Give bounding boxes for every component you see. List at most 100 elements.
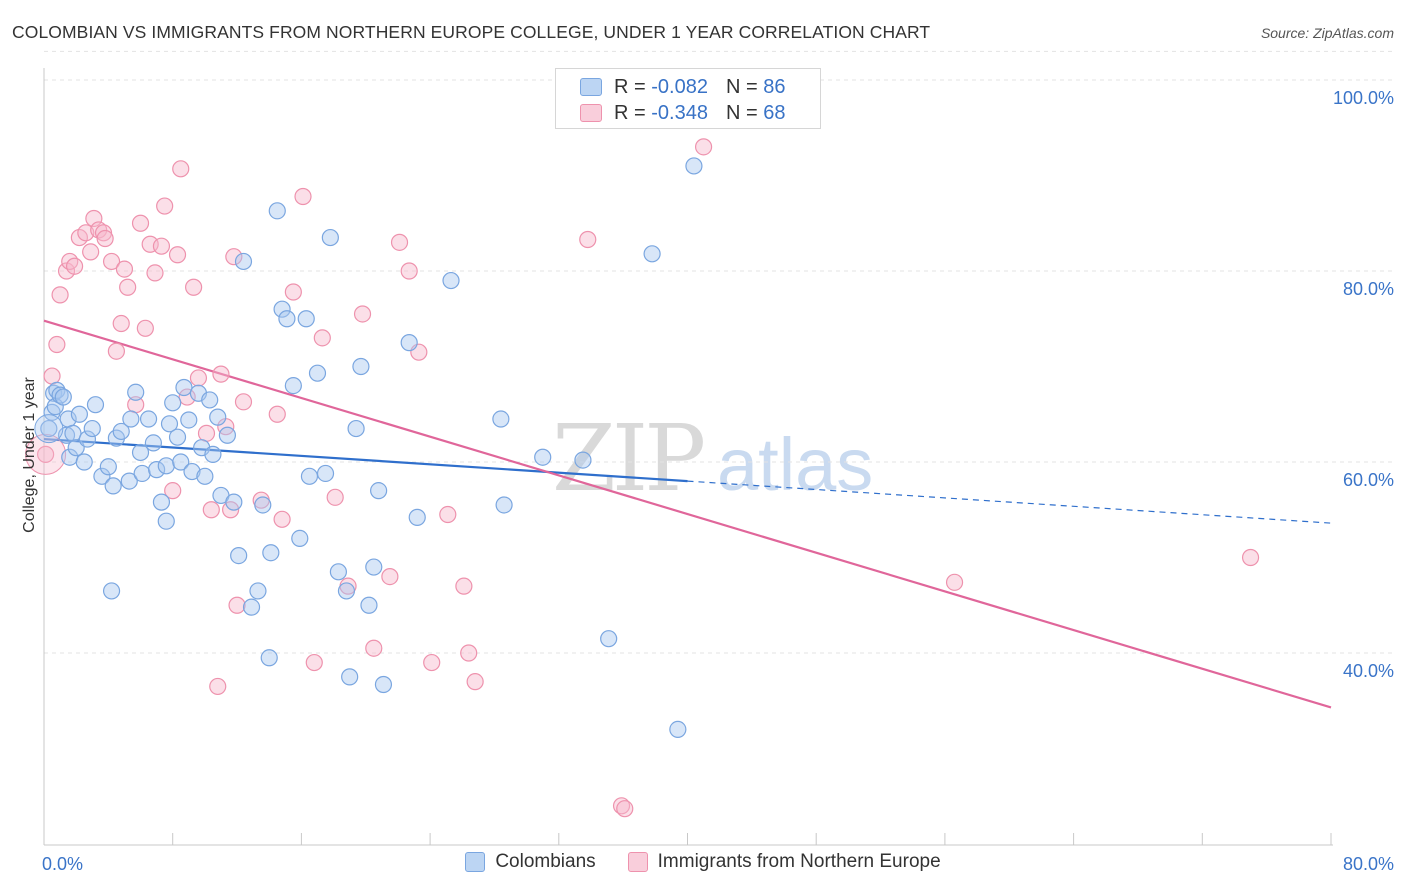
northern-europe-points [25,71,1260,818]
y-tick-label: 40.0% [1343,661,1394,681]
colombians-point [54,388,72,406]
northern-europe-point [365,639,383,657]
colombians-point [365,558,383,576]
colombians-point [273,300,291,318]
colombians-point [157,457,175,475]
northern-europe-point [172,160,190,178]
northern-europe-point [209,677,227,696]
legend-n-value: 86 [763,75,786,98]
colombians-trendline [43,437,1332,524]
y-tick-label: 60.0% [1343,470,1394,490]
northern-europe-point [65,257,84,275]
northern-europe-point [294,187,312,206]
colombians-point [209,408,227,426]
northern-europe-point [466,673,484,691]
colombians-point [495,496,513,514]
colombians-point [268,202,286,220]
colombians-point [104,477,122,495]
northern-europe-point [131,214,150,232]
colombians-point [83,419,101,438]
colombians-point [337,582,356,600]
northern-europe-point [313,329,331,347]
northern-europe-point [694,138,713,156]
colombians-point [175,378,193,397]
northern-europe-point [268,405,286,423]
colombians-point [316,464,335,483]
colombians-point [112,422,130,441]
colombians-point [168,428,187,446]
legend-r-value: -0.082 [651,75,708,98]
source-label: Source: ZipAtlas.com [1260,25,1394,41]
colombians-point [242,598,261,616]
northern-europe-point [212,365,230,383]
x-tick-label: 80.0% [1343,854,1394,874]
northern-europe-point [234,393,253,411]
colombians-point [99,458,117,476]
zipatlas-watermark: ZIP atlas [552,405,873,512]
colombians-point [64,424,82,442]
colombians-point-large [34,414,64,444]
northern-europe-point [189,369,208,387]
northern-europe-point [455,577,473,595]
legend-label-colombians: Colombians [495,851,596,872]
northern-europe-point [945,573,964,591]
colombians-point [300,467,319,485]
northern-europe-point [326,488,344,506]
colombians-point [408,508,426,526]
colombians-point [172,453,190,471]
colombians-point [230,546,248,565]
colombians-point [157,512,175,530]
colombians-point [347,419,365,438]
northern-europe-point [460,644,478,662]
northern-europe-point [156,197,174,215]
colombians-point [574,451,592,469]
colombians-point [48,381,66,399]
northern-europe-point [107,342,125,360]
watermark-zip: ZIP [552,405,703,512]
colombians-trend-dashed [687,480,1332,524]
y-tick-label: 80.0% [1343,279,1394,299]
colombians-point [492,410,510,428]
colombians-points [34,157,703,739]
colombians-point [40,419,58,438]
northern-europe-point [164,482,182,500]
colombians-point [284,377,302,395]
northern-europe-point [225,248,243,266]
legend-swatch-blue [580,78,602,96]
colombians-point [144,434,162,452]
colombians-point [534,448,552,466]
colombians-point [183,462,201,481]
colombians-point [78,430,97,448]
colombians-point [249,582,267,600]
northern-europe-point [612,797,631,815]
x-tick-labels: 0.0% 80.0% [42,854,1394,874]
colombians-point [234,252,253,271]
colombians-point [297,310,315,328]
northern-europe-point [51,286,69,304]
legend-n-label: N = [725,75,758,98]
colombians-point [120,472,138,490]
y-axis-label: College, Under 1 year [21,377,38,533]
northern-europe-point [115,260,134,278]
legend-r-label: R = [614,75,646,98]
axes [43,68,1333,846]
legend-r-value: -0.348 [651,101,708,124]
colombians-point [329,563,348,581]
northern-europe-point [168,246,187,264]
colombians-point [86,396,105,414]
northern-europe-point [579,230,597,249]
northern-europe-point-large [25,433,67,475]
y-tick-label: 100.0% [1333,88,1394,108]
colombians-point [374,675,393,694]
colombians-point [180,411,198,429]
northern-europe-point [197,424,216,442]
northern-europe-point [61,252,79,271]
x-tick-label: 0.0% [42,854,83,874]
northern-europe-point [305,653,323,672]
colombians-point [262,544,280,562]
northern-europe-point [273,510,291,528]
colombians-point [260,649,278,667]
northern-europe-trendline [43,319,1332,709]
northern-europe-point [48,335,66,354]
